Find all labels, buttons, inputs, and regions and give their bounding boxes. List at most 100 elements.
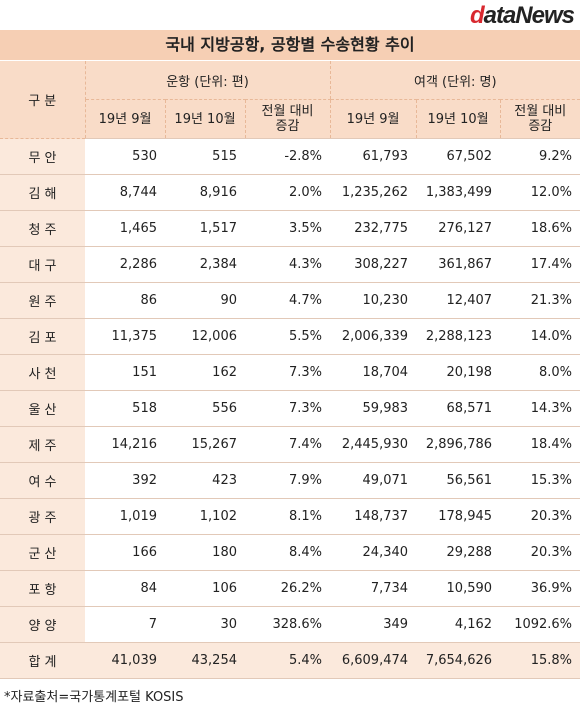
- cell: -2.8%: [245, 138, 331, 175]
- table-row: 김 포 11,375 12,006 5.5% 2,006,339 2,288,123 14.…: [0, 318, 580, 355]
- cell: 43,254: [165, 642, 245, 679]
- cell: 106: [165, 570, 245, 607]
- row-label: 울 산: [0, 390, 85, 427]
- row-label: 합 계: [0, 642, 85, 679]
- cell: 7.3%: [245, 390, 331, 427]
- cell: 392: [85, 462, 165, 499]
- cell: 20,198: [416, 354, 501, 391]
- row-label: 사 천: [0, 354, 85, 391]
- cell: 18.4%: [500, 426, 580, 463]
- cell: 349: [330, 606, 417, 643]
- cell: 9.2%: [500, 138, 580, 175]
- cell: 18,704: [330, 354, 417, 391]
- header-cell: 19년 10월: [415, 99, 501, 139]
- cell: 20.3%: [500, 534, 580, 571]
- row-label: 무 안: [0, 138, 85, 175]
- cell: 7: [85, 606, 165, 643]
- row-label: 광 주: [0, 498, 85, 535]
- row-label: 김 해: [0, 174, 85, 211]
- row-label: 김 포: [0, 318, 85, 355]
- cell: 2,896,786: [416, 426, 501, 463]
- cell: 26.2%: [245, 570, 331, 607]
- cell: 30: [165, 606, 245, 643]
- header-cell: 운항 (단위: 편): [85, 61, 331, 100]
- cell: 21.3%: [500, 282, 580, 319]
- table-row: 울 산 518 556 7.3% 59,983 68,571 14.3%: [0, 390, 580, 427]
- header-cell: 전월 대비 증감: [499, 99, 580, 139]
- cell: 7,734: [330, 570, 417, 607]
- logo: dataNews: [469, 2, 575, 29]
- cell: 7.4%: [245, 426, 331, 463]
- cell: 162: [165, 354, 245, 391]
- cell: 530: [85, 138, 165, 175]
- cell: 15.8%: [500, 642, 580, 679]
- cell: 2,384: [165, 246, 245, 283]
- table-row: 김 해 8,744 8,916 2.0% 1,235,262 1,383,499 12.0%: [0, 174, 580, 211]
- cell: 3.5%: [245, 210, 331, 247]
- table-row: 양 양 7 30 328.6% 349 4,162 1092.6%: [0, 606, 580, 643]
- cell: 7.3%: [245, 354, 331, 391]
- cell: 14.0%: [500, 318, 580, 355]
- row-label: 청 주: [0, 210, 85, 247]
- cell: 29,288: [416, 534, 501, 571]
- table-row: 합 계 41,039 43,254 5.4% 6,609,474 7,654,626 15.…: [0, 642, 580, 679]
- cell: 56,561: [416, 462, 501, 499]
- table-row: 무 안 530 515 -2.8% 61,793 67,502 9.2%: [0, 138, 580, 175]
- cell: 1,465: [85, 210, 165, 247]
- cell: 90: [165, 282, 245, 319]
- cell: 1,102: [165, 498, 245, 535]
- cell: 515: [165, 138, 245, 175]
- cell: 15,267: [165, 426, 245, 463]
- cell: 17.4%: [500, 246, 580, 283]
- row-label: 포 항: [0, 570, 85, 607]
- cell: 86: [85, 282, 165, 319]
- cell: 148,737: [330, 498, 417, 535]
- cell: 2.0%: [245, 174, 331, 211]
- row-label: 군 산: [0, 534, 85, 571]
- cell: 10,590: [416, 570, 501, 607]
- cell: 68,571: [416, 390, 501, 427]
- cell: 84: [85, 570, 165, 607]
- cell: 2,006,339: [330, 318, 417, 355]
- cell: 12,006: [165, 318, 245, 355]
- cell: 8.4%: [245, 534, 331, 571]
- cell: 180: [165, 534, 245, 571]
- table-row: 여 수 392 423 7.9% 49,071 56,561 15.3%: [0, 462, 580, 499]
- cell: 4,162: [416, 606, 501, 643]
- cell: 7,654,626: [416, 642, 501, 679]
- cell: 67,502: [416, 138, 501, 175]
- header-cell: 전월 대비 증감: [244, 99, 331, 139]
- cell: 61,793: [330, 138, 417, 175]
- cell: 49,071: [330, 462, 417, 499]
- cell: 1,517: [165, 210, 245, 247]
- cell: 1,019: [85, 498, 165, 535]
- cell: 15.3%: [500, 462, 580, 499]
- title: 국내 지방공항, 공항별 수송현황 추이: [0, 30, 580, 60]
- cell: 14,216: [85, 426, 165, 463]
- row-label: 대 구: [0, 246, 85, 283]
- cell: 178,945: [416, 498, 501, 535]
- cell: 166: [85, 534, 165, 571]
- table-row: 군 산 166 180 8.4% 24,340 29,288 20.3%: [0, 534, 580, 571]
- cell: 556: [165, 390, 245, 427]
- cell: 20.3%: [500, 498, 580, 535]
- cell: 361,867: [416, 246, 501, 283]
- cell: 10,230: [330, 282, 417, 319]
- cell: 423: [165, 462, 245, 499]
- header-cell: 19년 9월: [84, 99, 165, 139]
- table-row: 사 천 151 162 7.3% 18,704 20,198 8.0%: [0, 354, 580, 391]
- row-label: 여 수: [0, 462, 85, 499]
- row-label: 제 주: [0, 426, 85, 463]
- cell: 1,235,262: [330, 174, 417, 211]
- cell: 1092.6%: [500, 606, 580, 643]
- cell: 12,407: [416, 282, 501, 319]
- cell: 328.6%: [245, 606, 331, 643]
- header-cell: 여객 (단위: 명): [329, 61, 580, 100]
- cell: 8,744: [85, 174, 165, 211]
- cell: 2,445,930: [330, 426, 417, 463]
- cell: 2,286: [85, 246, 165, 283]
- cell: 276,127: [416, 210, 501, 247]
- table-row: 광 주 1,019 1,102 8.1% 148,737 178,945 20.3%: [0, 498, 580, 535]
- table-row: 포 항 84 106 26.2% 7,734 10,590 36.9%: [0, 570, 580, 607]
